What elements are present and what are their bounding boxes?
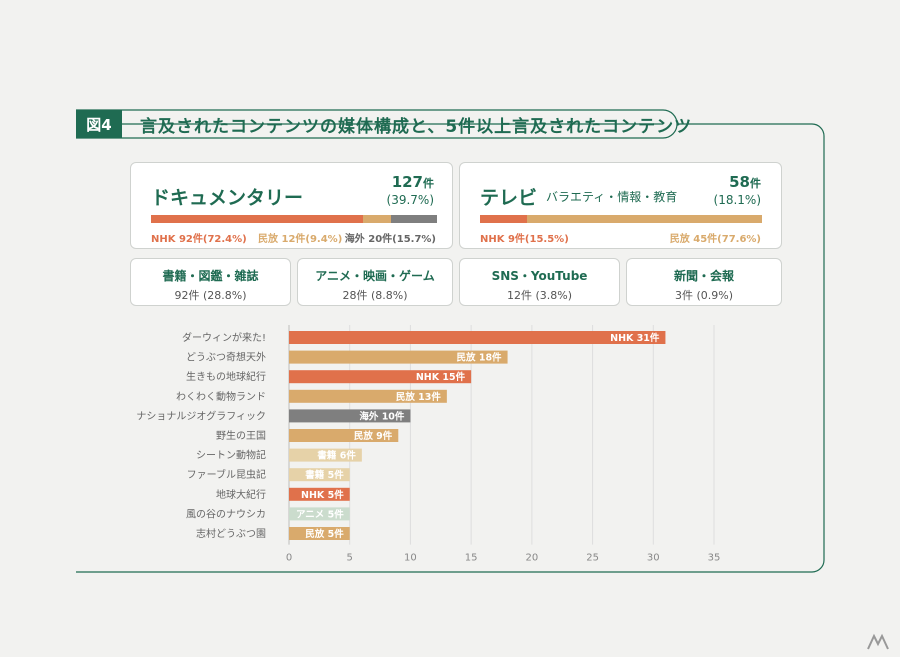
tv-percent: (18.1%) (713, 193, 761, 207)
tv-segment-1 (526, 215, 762, 223)
newspaper-card: 新聞・会報 3件 (0.9%) (626, 258, 782, 306)
bar-data-label: 民放 18件 (457, 352, 503, 364)
sns-value: 12件 (3.8%) (506, 289, 573, 302)
bar-data-label: NHK 15件 (416, 371, 466, 383)
documentary-count: 127件 (391, 173, 434, 191)
bar-data-label: 民放 5件 (305, 528, 344, 540)
bar-data-label: 民放 13件 (396, 391, 442, 403)
bar (289, 507, 350, 521)
category-label: 志村どうぶつ園 (196, 527, 266, 540)
bar (289, 527, 350, 540)
bar (289, 448, 362, 462)
x-tick-label: 5 (347, 553, 353, 564)
x-tick-label: 25 (586, 553, 599, 564)
x-tick-label: 15 (465, 553, 478, 564)
documentary-percent: (39.7%) (386, 193, 434, 207)
documentary-segment-1 (363, 215, 391, 223)
tv-subgenre: バラエティ・情報・教育 (546, 190, 678, 204)
bar-data-label: アニメ 5件 (296, 508, 344, 520)
anime-value: 28件 (8.8%) (342, 289, 408, 302)
documentary-title: ドキュメンタリー (151, 187, 304, 209)
books-card: 書籍・図鑑・雑誌 92件 (28.8%) (130, 258, 291, 306)
documentary-minpo-label: 民放 12件(9.4%) (258, 234, 343, 245)
bar-data-label: 書籍 6件 (317, 450, 356, 462)
documentary-card: ドキュメンタリー 127件 (39.7%) NHK 92件(72.4%) 民放 … (130, 162, 453, 249)
tv-stacked-bar (480, 215, 762, 223)
corner-logo-icon (867, 633, 889, 650)
x-tick-label: 10 (404, 553, 417, 564)
category-label: どうぶつ奇想天外 (186, 351, 266, 364)
newspaper-title: 新聞・会報 (673, 269, 734, 283)
books-title: 書籍・図鑑・雑誌 (162, 269, 259, 283)
documentary-segment-2 (390, 215, 437, 223)
figure-badge: 図4 (76, 110, 122, 138)
documentary-stacked-bar (151, 215, 437, 223)
bar-data-label: NHK 5件 (301, 489, 344, 501)
documentary-nhk-label: NHK 92件(72.4%) (151, 234, 247, 245)
bar-data-label: 書籍 5件 (305, 469, 344, 481)
tv-nhk-label: NHK 9件(15.5%) (480, 234, 569, 245)
bar (289, 468, 350, 482)
bar (289, 370, 472, 384)
x-tick-label: 0 (286, 553, 292, 564)
documentary-kaigai-label: 海外 20件(15.7%) (344, 234, 436, 245)
bar (289, 331, 666, 344)
anime-card: アニメ・映画・ゲーム 28件 (8.8%) (297, 258, 453, 306)
bar-data-label: 民放 9件 (354, 430, 393, 442)
tv-count: 58件 (729, 173, 761, 191)
x-tick-label: 20 (525, 553, 538, 564)
tv-segment-0 (480, 215, 527, 223)
documentary-segment-0 (151, 215, 364, 223)
category-label: 生きもの地球紀行 (186, 370, 266, 383)
bar (289, 487, 350, 501)
category-label: シートン動物記 (196, 449, 266, 462)
tv-card: テレビ バラエティ・情報・教育 58件 (18.1%) NHK 9件(15.5%… (459, 162, 782, 249)
category-label: 野生の王国 (216, 429, 266, 442)
figure-title: 言及されたコンテンツの媒体構成と、5件以上言及されたコンテンツ (140, 117, 693, 137)
bar (289, 389, 447, 403)
tv-minpo-label: 民放 45件(77.6%) (669, 234, 761, 245)
sns-card: SNS・YouTube 12件 (3.8%) (459, 258, 620, 306)
anime-title: アニメ・映画・ゲーム (315, 269, 435, 283)
bar (289, 409, 411, 423)
category-label: ダーウィンが来た! (182, 331, 266, 344)
category-label: ファーブル昆虫記 (187, 468, 266, 481)
x-tick-label: 30 (647, 553, 660, 564)
books-value: 92件 (28.8%) (174, 289, 247, 302)
bar (289, 350, 508, 364)
category-label: わくわく動物ランド (176, 390, 266, 403)
tv-title: テレビ (480, 187, 538, 209)
x-tick-label: 35 (708, 553, 721, 564)
bar-data-label: 海外 10件 (359, 410, 405, 422)
bar-data-label: NHK 31件 (610, 332, 660, 344)
category-label: ナショナルジオグラフィック (136, 409, 266, 422)
sns-title: SNS・YouTube (491, 269, 588, 283)
bar (289, 429, 399, 442)
newspaper-value: 3件 (0.9%) (674, 289, 734, 302)
category-label: 地球大紀行 (216, 488, 266, 501)
category-label: 風の谷のナウシカ (186, 508, 266, 520)
